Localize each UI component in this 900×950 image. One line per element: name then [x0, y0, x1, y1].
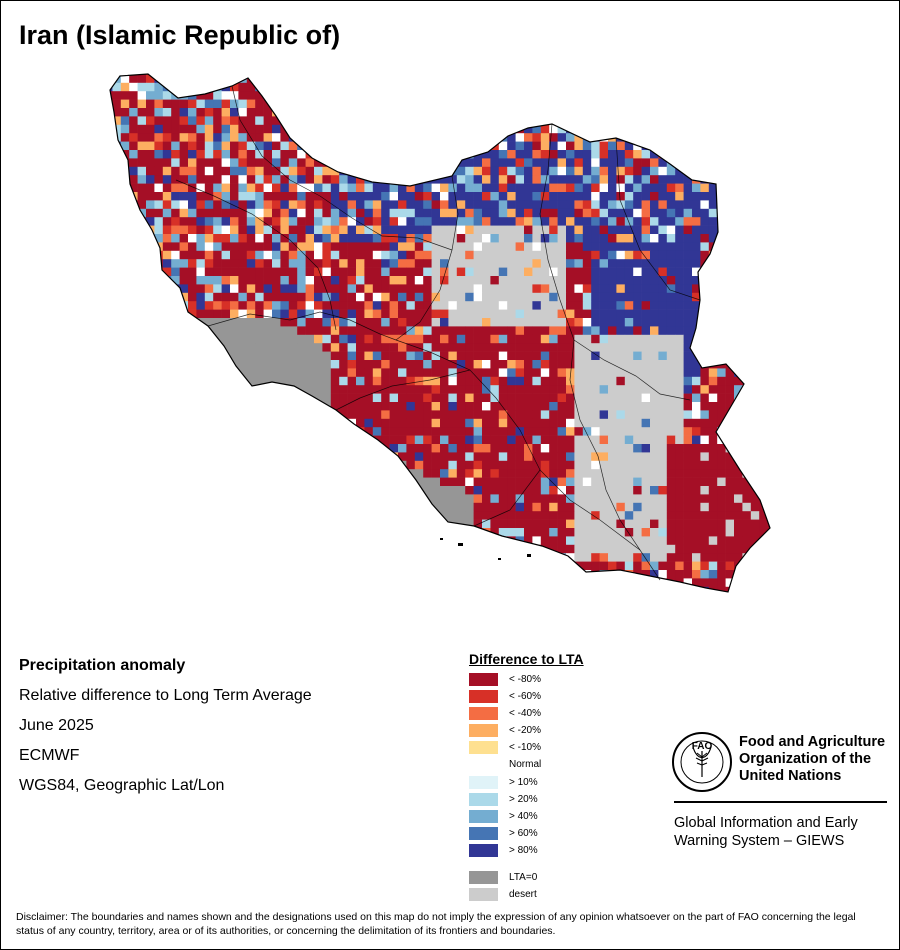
- legend-row: < -60%: [469, 689, 584, 706]
- legend-swatch: [469, 775, 498, 789]
- legend-row: < -80%: [469, 672, 584, 689]
- legend-row: > 60%: [469, 826, 584, 843]
- legend-swatch: [469, 673, 498, 686]
- legend-label: < -20%: [509, 725, 541, 737]
- legend-items: < -80% < -60% < -40% < -20% < -10% Normal > 10…: [469, 672, 584, 860]
- legend-row: Normal: [469, 757, 584, 774]
- legend-extra: LTA=0 desert: [469, 870, 584, 904]
- legend-swatch: [469, 724, 498, 738]
- info-projection: WGS84, Geographic Lat/Lon: [19, 777, 225, 794]
- legend-row: > 20%: [469, 792, 584, 809]
- legend-swatch: [469, 758, 498, 772]
- legend-row: desert: [469, 887, 584, 904]
- precipitation-grid: [110, 74, 770, 592]
- map-info: Precipitation anomaly Relative differenc…: [19, 656, 312, 806]
- info-subtitle: Relative difference to Long Term Average: [19, 687, 312, 704]
- islands: [440, 538, 531, 560]
- legend-label: < -60%: [509, 691, 541, 703]
- fao-divider: [674, 801, 887, 803]
- legend-swatch: [469, 888, 498, 902]
- map-title: Iran (Islamic Republic of): [19, 20, 341, 50]
- legend-label: > 40%: [509, 810, 538, 822]
- legend-row: LTA=0: [469, 870, 584, 887]
- legend-swatch: [469, 809, 498, 823]
- info-heading: Precipitation anomaly: [19, 657, 186, 674]
- organization-name: Food and Agriculture Organization of the…: [739, 734, 886, 784]
- legend-label: LTA=0: [509, 872, 538, 884]
- province-boundaries: [175, 85, 701, 581]
- legend-swatch: [469, 792, 498, 806]
- legend-title: Difference to LTA: [469, 651, 584, 667]
- legend-label: > 60%: [509, 827, 538, 839]
- legend-label: < -10%: [509, 742, 541, 754]
- iran-map: [109, 73, 771, 593]
- legend-label: < -80%: [509, 674, 541, 685]
- legend-swatch: [469, 826, 498, 840]
- legend-label: Normal: [509, 759, 542, 771]
- legend-swatch: [469, 871, 498, 885]
- legend-row: < -40%: [469, 706, 584, 723]
- legend-row: > 80%: [469, 843, 584, 860]
- legend-swatch: [469, 690, 498, 704]
- legend-label: desert: [509, 889, 537, 901]
- legend-label: > 20%: [509, 793, 538, 805]
- legend-swatch: [469, 843, 498, 857]
- legend-swatch: [469, 741, 498, 755]
- legend-swatch: [469, 707, 498, 721]
- legend-row: < -20%: [469, 723, 584, 740]
- legend-row: > 10%: [469, 775, 584, 792]
- info-source: ECMWF: [19, 747, 80, 764]
- system-name: Global Information and Early Warning Sys…: [674, 815, 858, 849]
- disclaimer: Disclaimer: The boundaries and names sho…: [16, 911, 856, 937]
- legend-label: > 10%: [509, 776, 538, 788]
- legend-row: > 40%: [469, 809, 584, 826]
- legend-label: < -40%: [509, 708, 541, 720]
- fao-branding: FAO Food and Agriculture Organization of…: [671, 731, 891, 861]
- fao-logo-icon: FAO: [672, 732, 732, 792]
- fao-logo-text: FAO: [692, 741, 713, 752]
- legend: Difference to LTA < -80% < -60% < -40% < -2…: [469, 651, 584, 904]
- legend-row: < -10%: [469, 740, 584, 757]
- legend-label: > 80%: [509, 844, 538, 856]
- info-period: June 2025: [19, 717, 94, 734]
